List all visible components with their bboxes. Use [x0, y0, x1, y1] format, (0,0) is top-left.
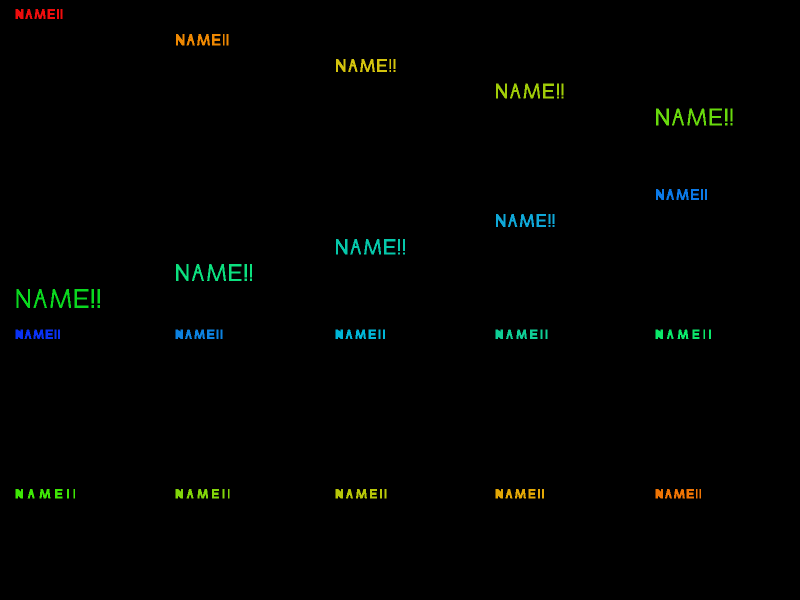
name-text-row2-5: [655, 488, 702, 499]
name-text-diag1-1: [15, 9, 63, 20]
name-text-diag2-1: [655, 189, 707, 201]
name-text-diag1-2: [175, 34, 229, 46]
name-text-row2-3: [335, 488, 387, 499]
group-diagonal-top-right-to-left: [16, 189, 707, 308]
name-text-diag2-4: [176, 264, 253, 282]
name-text-row1-5: [655, 329, 711, 339]
group-row-green-to-orange: [15, 488, 702, 499]
group-row-blue-to-green: [15, 329, 711, 339]
name-text-row2-4: [495, 488, 544, 499]
name-text-row2-1: [15, 488, 76, 499]
name-text-diag1-3: [335, 58, 396, 72]
name-text-row1-1: [15, 329, 60, 339]
name-text-diag2-3: [336, 239, 405, 255]
name-text-row1-4: [495, 329, 548, 339]
name-text-diag2-2: [495, 214, 555, 227]
name-text-diag1-4: [496, 83, 564, 99]
group-diagonal-top-left-to-right: [15, 9, 733, 126]
name-text-row1-3: [335, 329, 385, 339]
name-text-row2-2: [175, 488, 230, 499]
name-text-row1-2: [175, 329, 223, 339]
name-text-diag1-5: [656, 108, 733, 126]
name-text-diag2-5: [16, 289, 100, 308]
